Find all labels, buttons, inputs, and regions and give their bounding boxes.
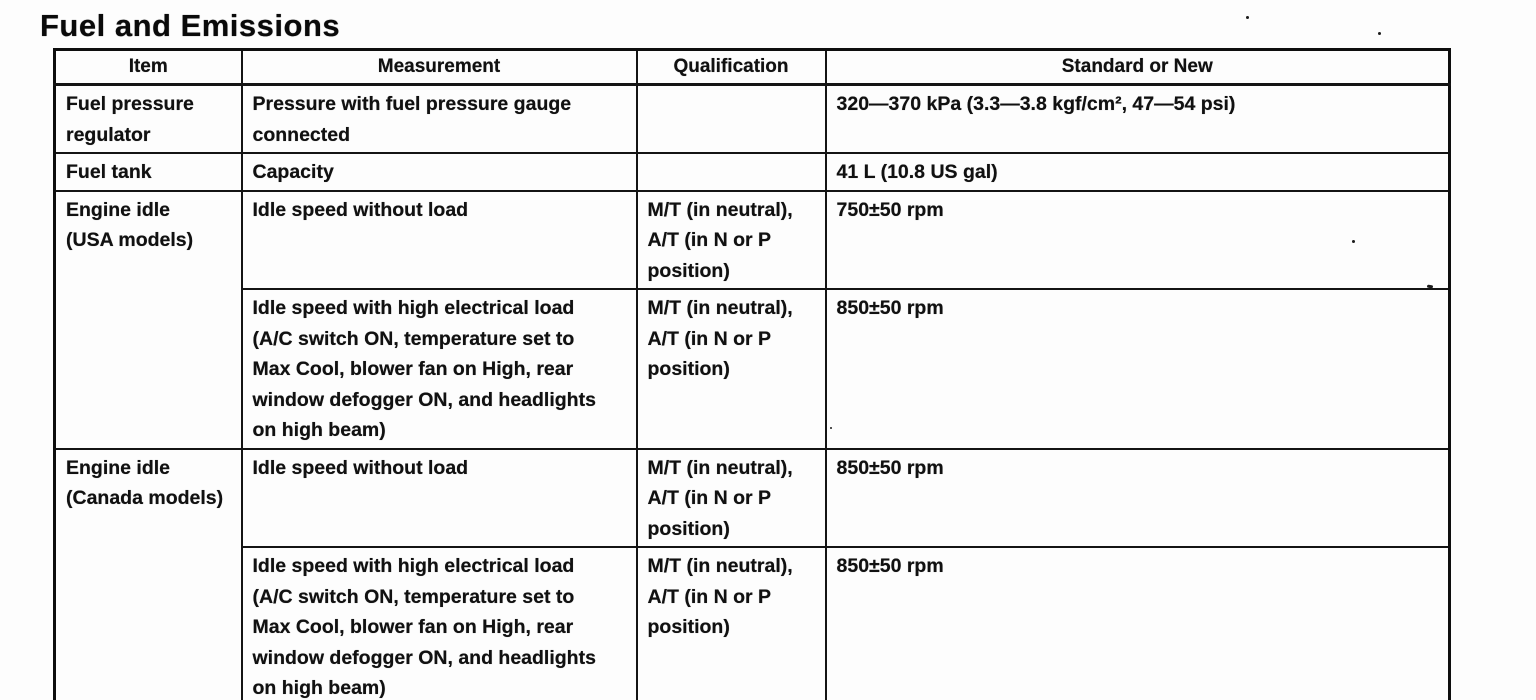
cell-item: Fuel tank [53,152,243,192]
table-row: Fuel pressure regulator Pressure with fu… [53,83,1451,154]
column-header-standard-or-new: Standard or New [824,48,1451,86]
scan-speck [1378,32,1381,35]
cell-qualification: M/T (in neutral), A/T (in N or P positio… [635,546,827,700]
cell-qualification: M/T (in neutral), A/T (in N or P positio… [635,288,827,450]
table-header-row: Item Measurement Qualification Standard … [53,48,1451,86]
cell-standard: 41 L (10.8 US gal) [824,152,1451,192]
cell-measurement: Idle speed without load [240,189,638,290]
table-row: Engine idle (USA models) Idle speed with… [53,189,1451,450]
cell-standard: 850±50 rpm [824,288,1451,450]
cell-qualification [635,152,827,192]
cell-standard: 750±50 rpm [824,189,1451,290]
table-row: Fuel tank Capacity 41 L (10.8 US gal) [53,152,1451,192]
cell-measurement: Capacity [240,152,638,192]
cell-qualification: M/T (in neutral), A/T (in N or P positio… [635,189,827,290]
fuel-emissions-spec-table: Item Measurement Qualification Standard … [53,48,1451,700]
cell-qualification: M/T (in neutral), A/T (in N or P positio… [635,447,827,548]
cell-measurement: Idle speed with high electrical load (A/… [240,546,638,700]
column-header-measurement: Measurement [240,48,638,86]
page-title: Fuel and Emissions [40,8,341,43]
cell-item: Engine idle (USA models) [53,189,243,450]
scan-speck [1246,16,1249,19]
table-row: Engine idle (Canada models) Idle speed w… [53,447,1451,700]
scan-speck [1352,240,1355,243]
scan-speck [1426,284,1434,289]
table-row: Idle speed with high electrical load (A/… [55,546,1451,700]
cell-qualification [635,83,827,154]
cell-measurement: Idle speed without load [240,447,638,548]
cell-measurement: Pressure with fuel pressure gauge connec… [240,83,638,154]
cell-standard: 850±50 rpm [824,447,1451,548]
cell-measurement: Idle speed with high electrical load (A/… [240,288,638,450]
column-header-item: Item [53,48,243,86]
cell-item: Fuel pressure regulator [53,83,243,154]
column-header-qualification: Qualification [635,48,827,86]
cell-standard: 850±50 rpm [824,546,1451,700]
cell-standard: 320—370 kPa (3.3—3.8 kgf/cm², 47—54 psi) [824,83,1451,154]
table-row: Idle speed with high electrical load (A/… [55,288,1451,450]
cell-item: Engine idle (Canada models) [53,447,243,700]
scan-speck [830,427,832,429]
